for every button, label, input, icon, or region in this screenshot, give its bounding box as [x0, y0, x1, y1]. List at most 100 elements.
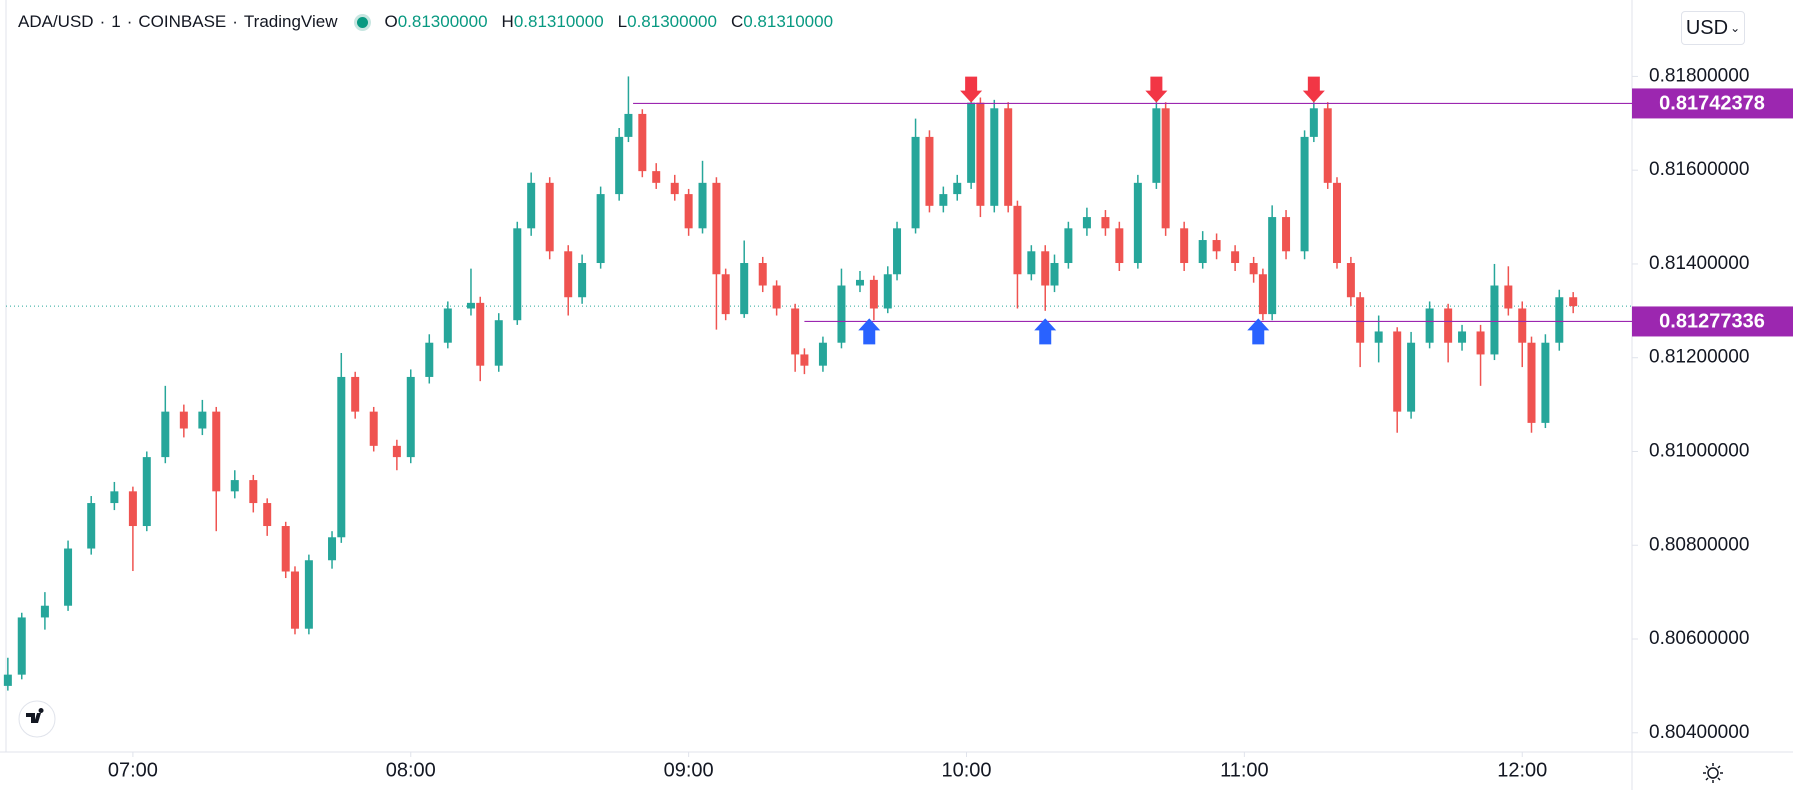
candle-body	[1115, 228, 1124, 264]
candle-body	[337, 376, 346, 538]
ohlc-item: O 0.81300000	[384, 12, 487, 32]
candle-body	[772, 285, 781, 309]
candle-body	[179, 411, 188, 429]
candle-body	[87, 503, 96, 549]
candle-body	[1027, 251, 1036, 275]
candle-body	[1346, 263, 1355, 298]
chart-header: ADA/USD · 1 · COINBASE · TradingView O 0.813…	[18, 12, 841, 32]
candle-body	[925, 136, 934, 206]
ohlc-item: L 0.81300000	[618, 12, 717, 32]
candle-body	[425, 342, 434, 377]
x-tick-label: 10:00	[941, 759, 991, 781]
candle-body	[1101, 217, 1110, 229]
candle-body	[818, 342, 827, 366]
candle-body	[911, 136, 920, 229]
x-tick-label: 09:00	[664, 759, 714, 781]
candle-body	[1444, 308, 1453, 343]
candle-body	[1152, 108, 1161, 183]
candle-body	[1425, 308, 1434, 343]
candle-body	[1082, 217, 1091, 229]
ohlc-label: L	[617, 12, 628, 31]
arrow-marker	[1302, 76, 1325, 103]
candle-body	[939, 194, 948, 206]
candle-body	[638, 113, 647, 172]
candle-body	[883, 274, 892, 309]
candle-body	[476, 302, 485, 366]
candle-body	[953, 182, 962, 195]
arrow-marker	[1247, 318, 1270, 345]
ohlc-value: 0.81310000	[743, 12, 834, 31]
candle-body	[110, 491, 119, 504]
candle-body	[893, 228, 902, 275]
candle-body	[1231, 251, 1240, 264]
candle-body	[990, 108, 999, 206]
ohlc-label: H	[501, 12, 514, 31]
candle-body	[1212, 240, 1221, 252]
candle-body	[1282, 217, 1291, 252]
candle-body	[545, 182, 554, 252]
separator: ·	[126, 12, 133, 31]
price-label: 0.81277336	[1659, 311, 1765, 333]
price-label: 0.81742378	[1659, 93, 1765, 115]
separator: ·	[232, 12, 238, 31]
candle-body	[494, 320, 503, 366]
exchange: COINBASE	[138, 12, 227, 31]
x-tick-label: 12:00	[1497, 759, 1547, 781]
candle-body	[328, 537, 337, 561]
candle-body	[1268, 217, 1277, 315]
candle-body	[263, 503, 272, 527]
candle-body	[578, 263, 587, 298]
candle-body	[1504, 285, 1513, 309]
candle-body	[1476, 331, 1485, 355]
candle-body	[615, 136, 624, 195]
candle-body	[564, 251, 573, 298]
ohlc-value: 0.81300000	[397, 12, 488, 31]
candle-body	[1407, 342, 1416, 412]
separator: ·	[99, 12, 106, 31]
candle-body	[740, 263, 749, 315]
candle-body	[855, 279, 864, 286]
candle-body	[652, 171, 661, 183]
candle-body	[513, 228, 522, 321]
candle-body	[212, 411, 221, 492]
candle-body	[443, 308, 452, 343]
y-tick-label: 0.80600000	[1649, 628, 1749, 649]
candle-body	[17, 617, 26, 675]
candle-body	[351, 376, 360, 412]
candle-body	[161, 411, 170, 458]
candle-body	[1013, 205, 1022, 275]
ohlc-label: C	[730, 12, 744, 31]
candle-body	[624, 113, 633, 137]
candle-body	[527, 182, 536, 229]
interval[interactable]: 1	[111, 12, 121, 31]
candle-body	[1490, 285, 1499, 355]
source: TradingView	[243, 12, 338, 31]
arrow-marker	[960, 76, 983, 103]
tradingview-logo	[18, 700, 56, 738]
candle-body	[698, 182, 707, 229]
candle-body	[1249, 263, 1258, 275]
ohlc-label: O	[384, 12, 398, 31]
arrow-marker	[1034, 318, 1057, 345]
candle-body	[304, 560, 313, 629]
candle-body	[392, 445, 401, 458]
market-status	[357, 16, 369, 28]
currency-button[interactable]: USD ⌄	[1681, 11, 1745, 45]
settings-icon[interactable]	[1703, 763, 1723, 783]
price-label-box	[1632, 88, 1793, 119]
candle-body	[1374, 331, 1383, 343]
candle-body	[1050, 263, 1059, 286]
candle-body	[1458, 331, 1467, 343]
candle-body	[1198, 240, 1207, 264]
arrow-marker	[858, 318, 881, 345]
candle-body	[869, 279, 878, 309]
candle-body	[670, 182, 679, 195]
y-tick-label: 0.81400000	[1649, 253, 1749, 274]
symbol[interactable]: ADA/USD	[18, 12, 94, 31]
candle-body	[1332, 182, 1341, 264]
candle-body	[1527, 342, 1536, 423]
x-tick-label: 08:00	[386, 759, 436, 781]
candle-body	[791, 308, 800, 355]
